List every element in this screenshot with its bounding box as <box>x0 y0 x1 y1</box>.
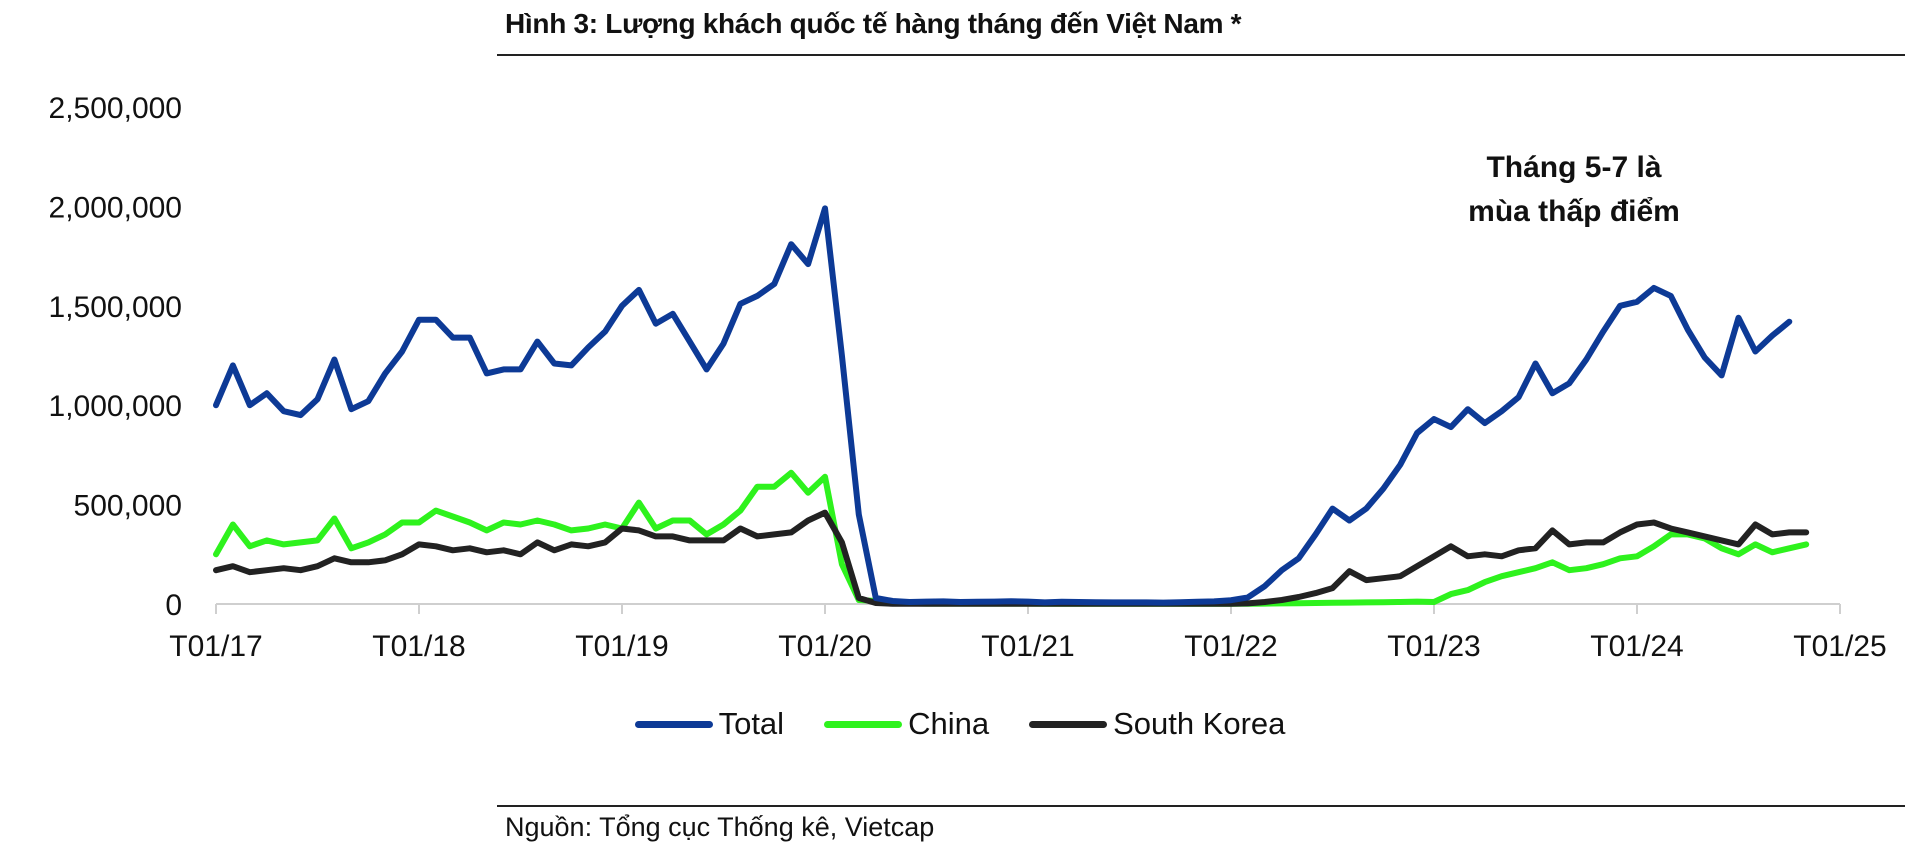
legend-item-south-korea: South Korea <box>1029 706 1285 742</box>
x-tick-label: T01/21 <box>981 630 1074 663</box>
legend-item-china: China <box>824 706 989 742</box>
legend-item-total: Total <box>634 706 785 742</box>
x-tick-label: T01/18 <box>372 630 465 663</box>
legend-label: Total <box>718 706 785 741</box>
y-tick-label: 500,000 <box>74 490 182 523</box>
series-line-south-korea <box>213 509 1810 607</box>
legend-swatch <box>634 720 713 728</box>
y-tick-label: 1,500,000 <box>49 291 182 324</box>
x-tick-label: T01/24 <box>1590 630 1683 663</box>
title-rule <box>497 54 1905 56</box>
x-tick-label: T01/19 <box>575 630 668 663</box>
y-axis: 0 500,000 1,000,000 1,500,000 2,000,000 2,500… <box>49 92 182 622</box>
x-tick-label: T01/25 <box>1793 630 1886 663</box>
y-tick-label: 0 <box>165 589 182 622</box>
source-rule <box>497 805 1905 807</box>
chart-legend: Total China South Korea <box>0 706 1920 742</box>
y-tick-label: 2,500,000 <box>49 92 182 125</box>
x-tick-label: T01/22 <box>1184 630 1277 663</box>
y-tick-label: 1,000,000 <box>49 390 182 423</box>
x-tick-label: T01/23 <box>1387 630 1480 663</box>
x-tick-label: T01/17 <box>169 630 262 663</box>
annotation-line-2: mùa thấp điểm <box>1468 195 1680 228</box>
x-axis: T01/17 T01/18 T01/19 T01/20 T01/21 T01/22 T01/… <box>169 603 1887 663</box>
figure-title: Hình 3: Lượng khách quốc tế hàng tháng đ… <box>505 8 1242 39</box>
series-layer <box>213 205 1810 607</box>
annotation-line-1: Tháng 5-7 là <box>1486 151 1661 184</box>
series-line-total <box>213 205 1793 606</box>
series-line-china <box>213 469 1810 607</box>
y-tick-label: 2,000,000 <box>49 191 182 224</box>
legend-label: South Korea <box>1113 706 1286 741</box>
legend-label: China <box>908 706 990 741</box>
x-tick-label: T01/20 <box>778 630 871 663</box>
line-chart: 0 500,000 1,000,000 1,500,000 2,000,000 2,500… <box>49 92 1887 663</box>
legend-swatch <box>1029 720 1108 728</box>
legend-swatch <box>824 720 903 728</box>
source-note: Nguồn: Tổng cục Thống kê, Vietcap <box>505 812 935 842</box>
